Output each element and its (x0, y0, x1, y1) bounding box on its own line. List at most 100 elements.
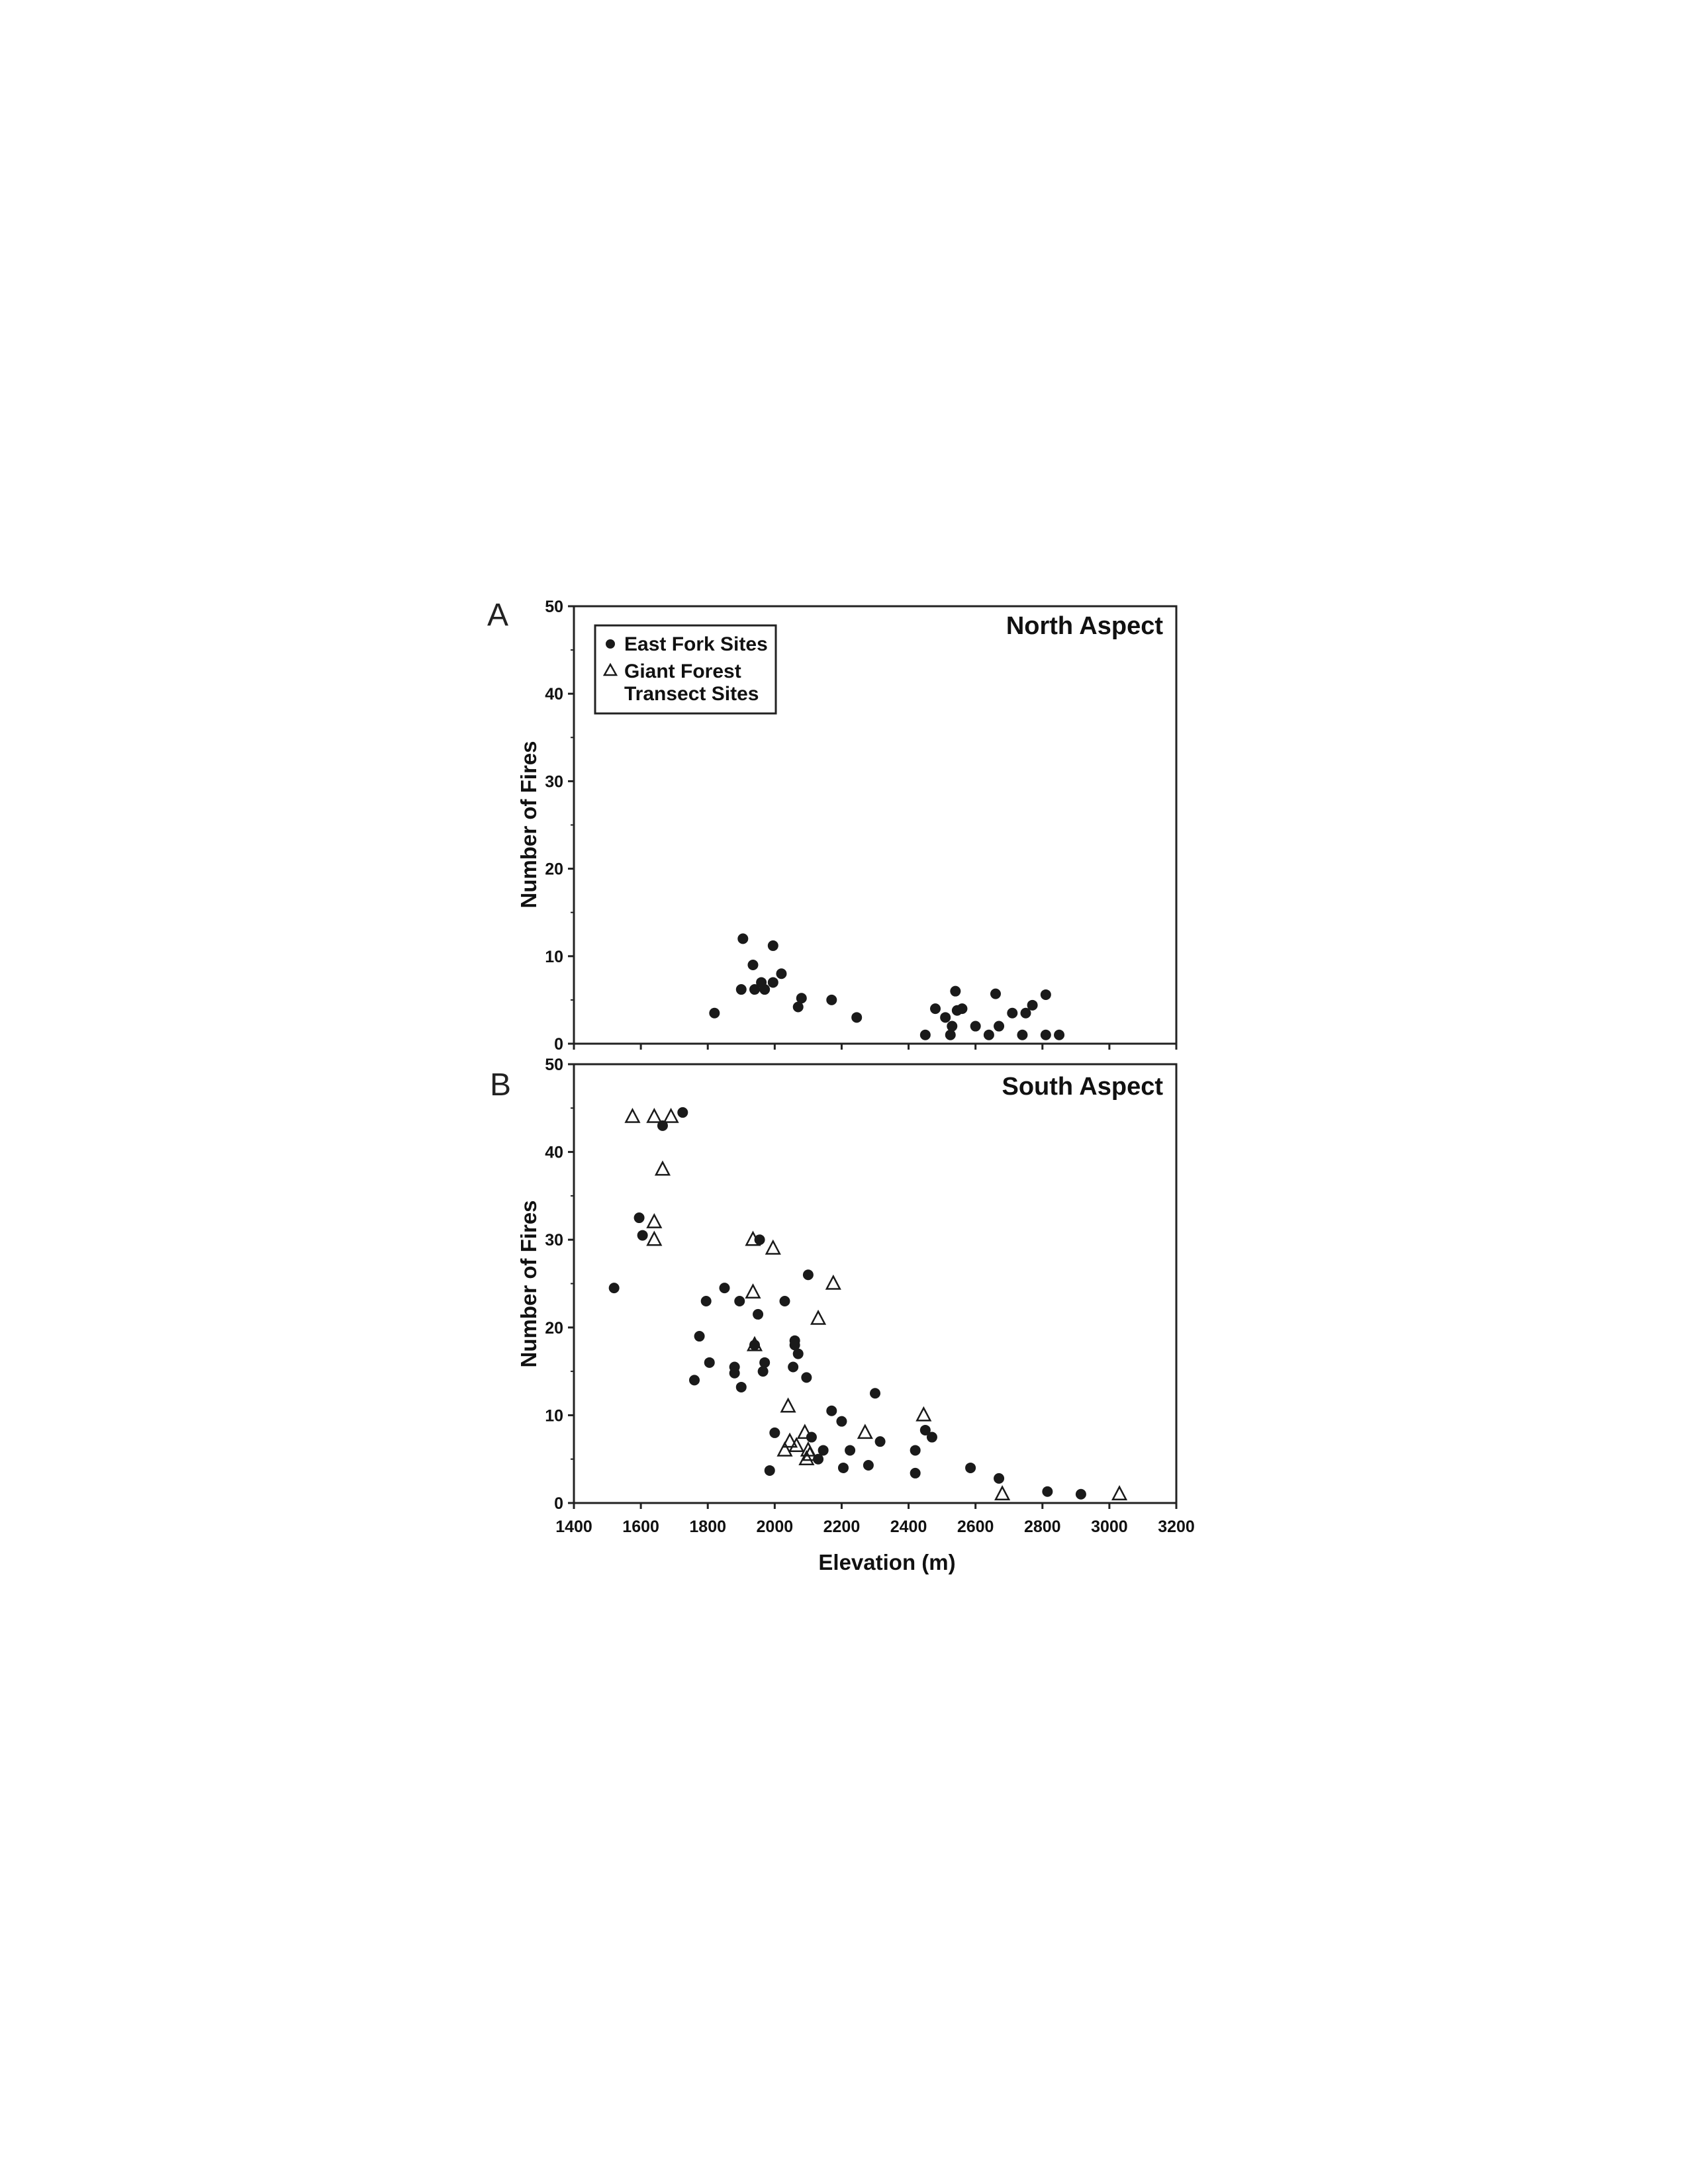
east-fork-point (1007, 1007, 1018, 1019)
east-fork-point (874, 1436, 886, 1447)
east-fork-point (990, 988, 1001, 999)
panel-b-y-tick-label: 30 (545, 1231, 563, 1250)
panel-b-y-tick-label: 10 (545, 1406, 563, 1425)
east-fork-point (947, 1021, 958, 1032)
east-fork-point (910, 1445, 921, 1456)
east-fork-point (836, 1416, 847, 1427)
east-fork-point (657, 1120, 668, 1131)
east-fork-point (792, 1001, 804, 1013)
east-fork-point (767, 940, 778, 951)
east-fork-point (945, 1029, 956, 1040)
east-fork-point (1017, 1029, 1028, 1040)
east-fork-point (677, 1107, 688, 1118)
east-fork-point (633, 1212, 645, 1224)
east-fork-point (1042, 1486, 1053, 1497)
panel-a-ticks: 0 10 20 30 40 50 (545, 598, 1178, 1054)
east-fork-point (826, 1405, 837, 1416)
legend-marker-east-fork (606, 639, 615, 649)
east-fork-point (826, 994, 837, 1005)
panel-b-x-tick-label: 2400 (890, 1518, 927, 1536)
panel-b-x-tick-label: 3200 (1158, 1518, 1195, 1536)
giant-forest-point (746, 1336, 763, 1351)
panel-a-y-tick-label: 40 (545, 685, 563, 704)
panel-b-x-tick-label: 2600 (957, 1518, 994, 1536)
east-fork-point (753, 1308, 764, 1320)
panel-b-marks (608, 1107, 1128, 1500)
east-fork-point (870, 1388, 880, 1399)
giant-forest-point (745, 1283, 761, 1299)
east-fork-point (930, 1003, 941, 1015)
panel-b-y-axis-label: Number of Fires (516, 1200, 541, 1367)
east-fork-point (694, 1331, 705, 1342)
panel-a-y-axis-label: Number of Fires (516, 741, 541, 908)
panel-a-title: North Aspect (1006, 612, 1164, 640)
giant-forest-point (788, 1437, 805, 1453)
panel-b-x-tick-label: 1800 (689, 1518, 726, 1536)
east-fork-point (940, 1012, 951, 1023)
east-fork-point (749, 984, 760, 995)
east-fork-point (767, 977, 778, 988)
east-fork-point (764, 1465, 775, 1476)
panel-b-y-tick-label: 20 (545, 1319, 563, 1338)
panel-b-x-tick-label: 3000 (1091, 1518, 1128, 1536)
panel-a: A North Aspect Number of Fires 0 10 20 30 40… (487, 598, 1178, 1054)
giant-forest-point (624, 1107, 641, 1123)
legend-label-transect-sites: Transect Sites (624, 683, 759, 705)
east-fork-point (919, 1029, 931, 1040)
legend-label-giant-forest: Giant Forest (624, 660, 741, 682)
panel-b-x-tick-label: 2200 (823, 1518, 861, 1536)
east-fork-point (700, 1296, 712, 1307)
panel-b-x-tick-label: 1400 (555, 1518, 592, 1536)
giant-forest-point (782, 1432, 798, 1448)
panel-a-y-tick-label: 20 (545, 860, 563, 879)
east-fork-point (1027, 999, 1038, 1011)
east-fork-point (802, 1269, 814, 1281)
giant-forest-point (654, 1160, 671, 1176)
east-fork-point (759, 984, 771, 995)
legend-label-east-fork: East Fork Sites (624, 633, 768, 655)
giant-forest-point (646, 1107, 663, 1123)
panel-a-letter: A (487, 598, 508, 633)
east-fork-point (983, 1029, 994, 1040)
panel-a-y-tick-label: 10 (545, 948, 563, 966)
east-fork-point (709, 1007, 720, 1019)
panel-b: B South Aspect Number of Fires Elevation… (490, 1056, 1195, 1574)
legend-box (594, 624, 777, 715)
east-fork-point (801, 1372, 812, 1383)
east-fork-point (1040, 989, 1051, 1000)
giant-forest-point (776, 1441, 793, 1457)
east-fork-point (734, 1296, 745, 1307)
east-fork-point (818, 1445, 829, 1456)
giant-forest-point (765, 1239, 781, 1255)
east-fork-point (1040, 1029, 1051, 1040)
east-fork-point (970, 1021, 981, 1032)
east-fork-point (719, 1283, 730, 1294)
giant-forest-point (825, 1274, 841, 1290)
east-fork-point (851, 1012, 863, 1023)
legend: East Fork Sites Giant Forest Transect Si… (594, 624, 777, 715)
east-fork-point (994, 1473, 1005, 1484)
east-fork-point (737, 933, 749, 944)
east-fork-point (813, 1453, 824, 1465)
east-fork-point (994, 1021, 1005, 1032)
east-fork-point (759, 1357, 771, 1368)
panel-b-x-tick-label: 1600 (622, 1518, 659, 1536)
panel-a-marks (709, 933, 1065, 1040)
panel-a-y-tick-label: 30 (545, 772, 563, 791)
panel-b-x-tick-label: 2800 (1024, 1518, 1061, 1536)
east-fork-point (957, 1003, 968, 1015)
panel-b-x-axis-label: Elevation (m) (818, 1550, 955, 1574)
east-fork-point (637, 1230, 648, 1241)
east-fork-point (965, 1462, 976, 1473)
east-fork-point (757, 1366, 769, 1377)
panel-a-y-tick-label: 50 (545, 598, 563, 616)
east-fork-point (788, 1361, 799, 1373)
east-fork-point (747, 960, 759, 971)
east-fork-point (1020, 1007, 1031, 1019)
panel-b-ticks: 0 10 20 30 40 50 1400 1600 1800 2000 2200 2400 2600 2… (545, 1056, 1195, 1536)
east-fork-point (776, 968, 787, 979)
east-fork-point (950, 985, 961, 997)
giant-forest-point (994, 1485, 1011, 1500)
east-fork-point (789, 1340, 800, 1351)
